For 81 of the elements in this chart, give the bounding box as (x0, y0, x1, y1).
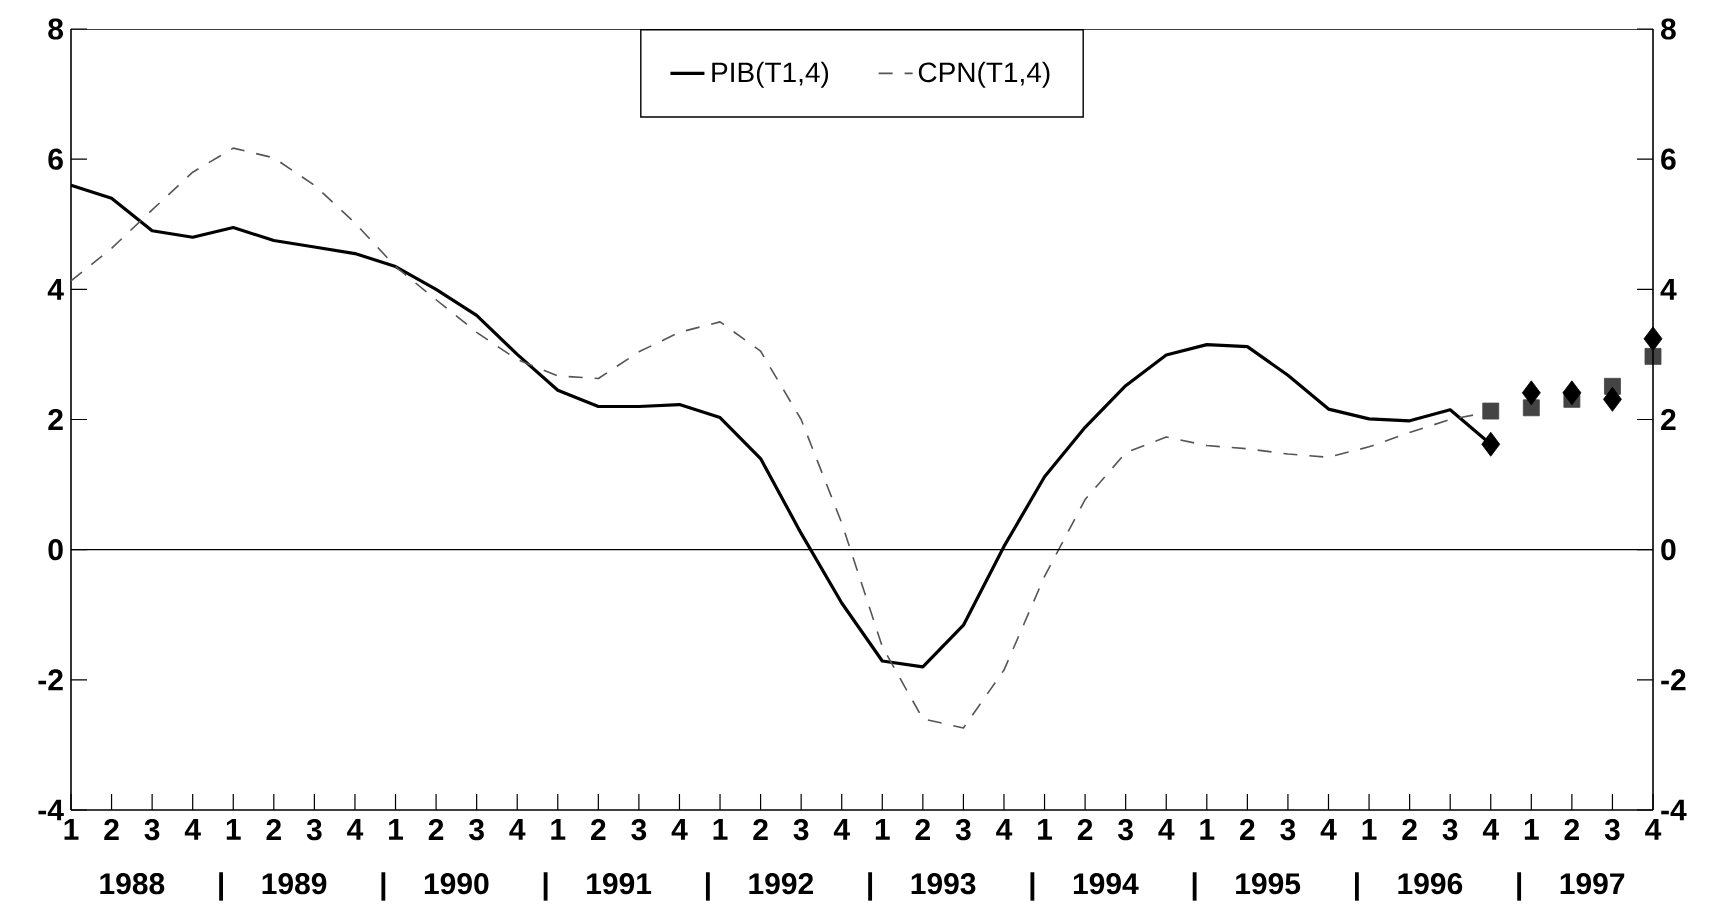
x-tick-label: 2 (1077, 819, 1093, 840)
text: 1997 (1560, 873, 1625, 895)
x-tick-label: 2 (1402, 819, 1417, 840)
x-tick-label: 3 (793, 819, 809, 841)
text: | (1517, 872, 1522, 901)
text: | (1192, 872, 1197, 901)
x-tick-label: 3 (955, 819, 971, 841)
x-tick-label: 4 (833, 819, 850, 840)
x-tick-label: 2 (591, 819, 606, 840)
x-tick-label: 1 (64, 819, 79, 840)
x-tick-label: 1 (1038, 819, 1053, 840)
y-tick-label: 0 (48, 539, 63, 561)
y-tick-label: -4 (38, 799, 64, 821)
y2-tick-label: 0 (1661, 539, 1676, 561)
text: | (1030, 872, 1035, 901)
y2-tick-label: 8 (1660, 18, 1676, 40)
text: | (543, 872, 548, 901)
x-tick-label: 4 (347, 819, 364, 840)
text: 1995 (1236, 873, 1301, 895)
y-tick-label: 8 (48, 18, 64, 40)
y-tick-label: 2 (48, 409, 63, 430)
text: 1988 (100, 873, 165, 895)
y2-tick-label: -2 (1661, 669, 1686, 691)
x-tick-label: 3 (631, 819, 647, 841)
point (1603, 386, 1622, 412)
point (1562, 380, 1582, 406)
text: 1996 (1398, 873, 1463, 895)
x-tick-label: 1 (1362, 819, 1377, 840)
x-tick-label: 1 (551, 819, 566, 840)
y-tick-label: 4 (47, 279, 64, 300)
x-tick-label: 3 (1604, 819, 1620, 841)
point (1481, 431, 1501, 457)
x-tick-label: 4 (671, 819, 688, 840)
x-tick-label: 2 (104, 819, 119, 840)
y-tick-label: 6 (48, 148, 63, 170)
x-tick-label: 2 (266, 819, 281, 840)
x-tick-label: 1 (1200, 819, 1215, 840)
point (1482, 402, 1500, 420)
x-tick-label: 2 (753, 819, 768, 840)
text: 1989 (262, 873, 327, 895)
x-tick-label: 4 (509, 819, 526, 840)
x-tick-label: 1 (1524, 819, 1539, 840)
x-tick-label: 3 (1118, 819, 1133, 841)
text: | (868, 872, 873, 901)
x-tick-label: 1 (713, 819, 728, 840)
x-tick-label: 4 (1158, 819, 1175, 840)
legend-label: PIB(T1,4) (712, 61, 829, 88)
y2-tick-label: 2 (1661, 409, 1676, 430)
x-tick-label: 3 (1280, 819, 1296, 841)
x-tick-label: 2 (428, 819, 444, 840)
text: 1990 (424, 873, 489, 895)
point (1644, 347, 1662, 365)
x-tick-label: 4 (184, 819, 201, 840)
x-tick-label: 3 (306, 819, 322, 841)
x-tick-label: 4 (1645, 819, 1662, 840)
text: 1994 (1073, 873, 1139, 895)
x-tick-label: 2 (1564, 819, 1580, 840)
x-tick-label: 2 (915, 819, 930, 840)
text: | (705, 872, 710, 901)
text: | (219, 872, 224, 901)
y2-tick-label: -4 (1661, 799, 1687, 821)
text: 1992 (749, 873, 814, 895)
x-tick-label: 4 (996, 819, 1013, 840)
x-tick-label: 3 (144, 819, 160, 841)
text: | (1354, 872, 1359, 901)
x-tick-label: 1 (875, 819, 890, 840)
x-tick-label: 3 (1442, 819, 1458, 841)
text: 1991 (587, 873, 652, 895)
y2-tick-label: 6 (1661, 148, 1676, 170)
y2-tick-label: 4 (1660, 279, 1677, 300)
x-tick-label: 1 (226, 819, 241, 840)
point (1521, 380, 1541, 406)
y-tick-label: -2 (38, 669, 63, 691)
text: | (381, 872, 386, 901)
x-tick-label: 4 (1482, 819, 1499, 840)
x-tick-label: 1 (389, 819, 404, 840)
x-tick-label: 2 (1240, 819, 1255, 840)
legend-label: CPN(T1,4) (918, 61, 1050, 88)
x-tick-label: 4 (1320, 819, 1337, 840)
x-tick-label: 3 (468, 819, 484, 841)
text: 1993 (911, 873, 976, 895)
